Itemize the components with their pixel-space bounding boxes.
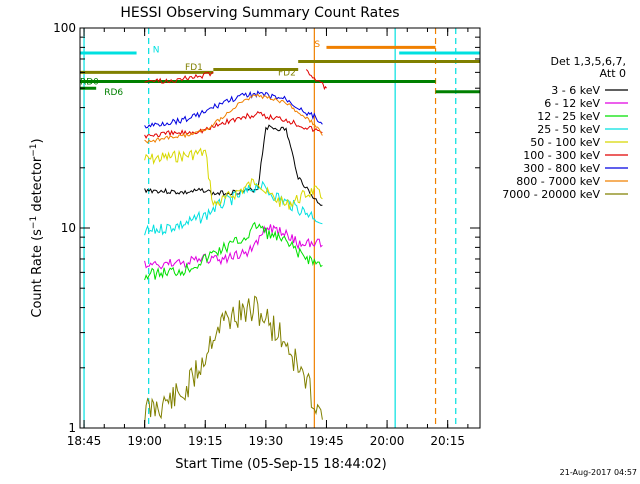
- legend-subtitle: Att 0: [600, 67, 626, 80]
- legend-label-6: 300 - 800 keV: [523, 162, 600, 175]
- y-tick-label-0: 1: [68, 421, 76, 435]
- series-line-2: [144, 221, 323, 281]
- plot-area: N S FD1 FD2 RD0 RD6: [80, 28, 480, 428]
- legend-label-1: 6 - 12 keV: [544, 97, 600, 110]
- state-label-7: RD6: [104, 88, 123, 98]
- x-tick-label-4: 19:45: [309, 434, 344, 448]
- y-tick-label-1: 10: [61, 221, 76, 235]
- series-line-0: [144, 124, 323, 206]
- x-tick-label-3: 19:30: [249, 434, 284, 448]
- x-axis-label: Start Time (05-Sep-15 18:44:02): [175, 457, 386, 472]
- series-line-high-rate-a: [144, 71, 214, 84]
- series-line-8: [144, 295, 323, 425]
- series-line-5: [144, 110, 323, 139]
- series-line-1: [144, 224, 323, 270]
- legend-label-5: 100 - 300 keV: [523, 149, 600, 162]
- state-label-1: S: [314, 40, 320, 50]
- y-axis-label: Count Rate (s−1 detector−1): [29, 138, 45, 317]
- x-tick-label-1: 19:00: [127, 434, 162, 448]
- x-tick-label-0: 18:45: [67, 434, 102, 448]
- legend-label-4: 50 - 100 keV: [530, 136, 600, 149]
- legend-title: Det 1,3,5,6,7,: [550, 55, 626, 68]
- x-tick-label-2: 19:15: [188, 434, 223, 448]
- legend-label-0: 3 - 6 keV: [551, 84, 600, 97]
- legend-label-8: 7000 - 20000 keV: [502, 188, 600, 201]
- state-label-0: N: [153, 46, 160, 56]
- state-label-3: FD1: [185, 63, 203, 73]
- axes: 18:45 19:00 19:15 19:30 19:45 20:00 20:15 1 10 10…: [53, 21, 481, 448]
- legend-label-7: 800 - 7000 keV: [516, 175, 600, 188]
- state-label-5: FD2: [278, 68, 296, 78]
- legend-label-3: 25 - 50 keV: [537, 123, 600, 136]
- y-tick-label-2: 100: [53, 21, 76, 35]
- state-label-6: RD0: [80, 78, 99, 88]
- series-line-high-rate-b: [305, 69, 327, 91]
- legend-label-2: 12 - 25 keV: [537, 110, 600, 123]
- chart-title: HESSI Observing Summary Count Rates: [120, 5, 399, 21]
- series-line-4: [144, 147, 323, 210]
- footer-date: 21-Aug-2017 04:57: [560, 468, 637, 477]
- series-line-7: [144, 93, 323, 144]
- x-tick-label-5: 20:00: [370, 434, 405, 448]
- x-tick-label-6: 20:15: [430, 434, 465, 448]
- series-line-6: [144, 90, 323, 129]
